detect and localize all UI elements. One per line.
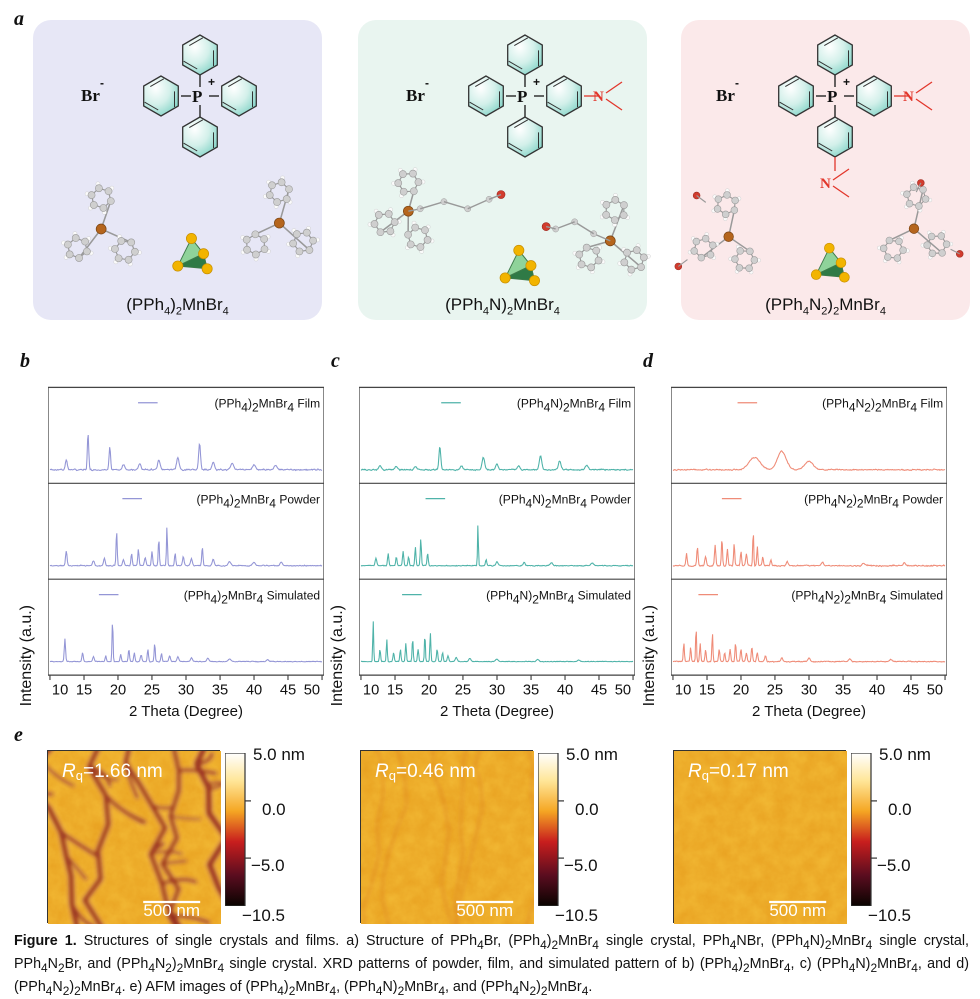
svg-text:500 nm: 500 nm: [456, 901, 513, 920]
svg-text:35: 35: [523, 683, 539, 699]
svg-text:(PPh4N2)2MnBr4 Powder: (PPh4N2)2MnBr4 Powder: [804, 493, 943, 511]
svg-text:P: P: [517, 87, 527, 106]
svg-text:50: 50: [927, 683, 943, 699]
svg-text:40: 40: [246, 683, 262, 699]
svg-text:15: 15: [699, 683, 715, 699]
svg-text:Br: Br: [406, 86, 425, 105]
svg-text:40: 40: [869, 683, 885, 699]
svg-text:45: 45: [280, 683, 296, 699]
svg-text:Br: Br: [716, 86, 735, 105]
svg-text:(PPh4N)2MnBr4 Simulated: (PPh4N)2MnBr4 Simulated: [486, 588, 631, 606]
svg-text:25: 25: [767, 683, 783, 699]
svg-text:(PPh4N)2MnBr4 Powder: (PPh4N)2MnBr4 Powder: [499, 493, 631, 511]
svg-text:30: 30: [178, 683, 194, 699]
svg-text:N: N: [593, 89, 604, 105]
svg-text:40: 40: [557, 683, 573, 699]
svg-text:+: +: [208, 75, 215, 89]
svg-text:30: 30: [801, 683, 817, 699]
svg-text:+: +: [843, 75, 850, 89]
svg-text:35: 35: [212, 683, 228, 699]
svg-text:P: P: [827, 87, 837, 106]
svg-text:15: 15: [387, 683, 403, 699]
svg-text:(PPh4N)2MnBr4 Film: (PPh4N)2MnBr4 Film: [517, 397, 631, 415]
svg-text:-: -: [735, 76, 739, 90]
svg-text:P: P: [192, 87, 202, 106]
svg-text:-: -: [425, 76, 429, 90]
svg-text:35: 35: [835, 683, 851, 699]
svg-text:(PPh4)2MnBr4 Film: (PPh4)2MnBr4 Film: [215, 397, 321, 415]
svg-text:10: 10: [363, 683, 379, 699]
svg-text:-: -: [100, 76, 104, 90]
svg-text:30: 30: [489, 683, 505, 699]
svg-text:20: 20: [421, 683, 437, 699]
svg-text:Br: Br: [81, 86, 100, 105]
svg-text:45: 45: [591, 683, 607, 699]
svg-text:(PPh4)2MnBr4 Powder: (PPh4)2MnBr4 Powder: [196, 493, 320, 511]
svg-text:20: 20: [733, 683, 749, 699]
svg-text:(PPh4N2)2MnBr4 Simulated: (PPh4N2)2MnBr4 Simulated: [791, 588, 943, 606]
svg-text:25: 25: [144, 683, 160, 699]
svg-text:25: 25: [455, 683, 471, 699]
svg-text:50: 50: [304, 683, 320, 699]
svg-text:(PPh4)2MnBr4 Simulated: (PPh4)2MnBr4 Simulated: [184, 588, 320, 606]
svg-text:10: 10: [675, 683, 691, 699]
svg-text:(PPh4N2)2MnBr4 Film: (PPh4N2)2MnBr4 Film: [822, 397, 943, 415]
svg-text:15: 15: [76, 683, 92, 699]
svg-text:500 nm: 500 nm: [769, 901, 826, 920]
svg-text:+: +: [533, 75, 540, 89]
svg-text:50: 50: [615, 683, 631, 699]
svg-text:20: 20: [110, 683, 126, 699]
svg-text:10: 10: [52, 683, 68, 699]
svg-text:N: N: [903, 89, 914, 105]
svg-text:500 nm: 500 nm: [143, 901, 200, 920]
svg-text:45: 45: [903, 683, 919, 699]
